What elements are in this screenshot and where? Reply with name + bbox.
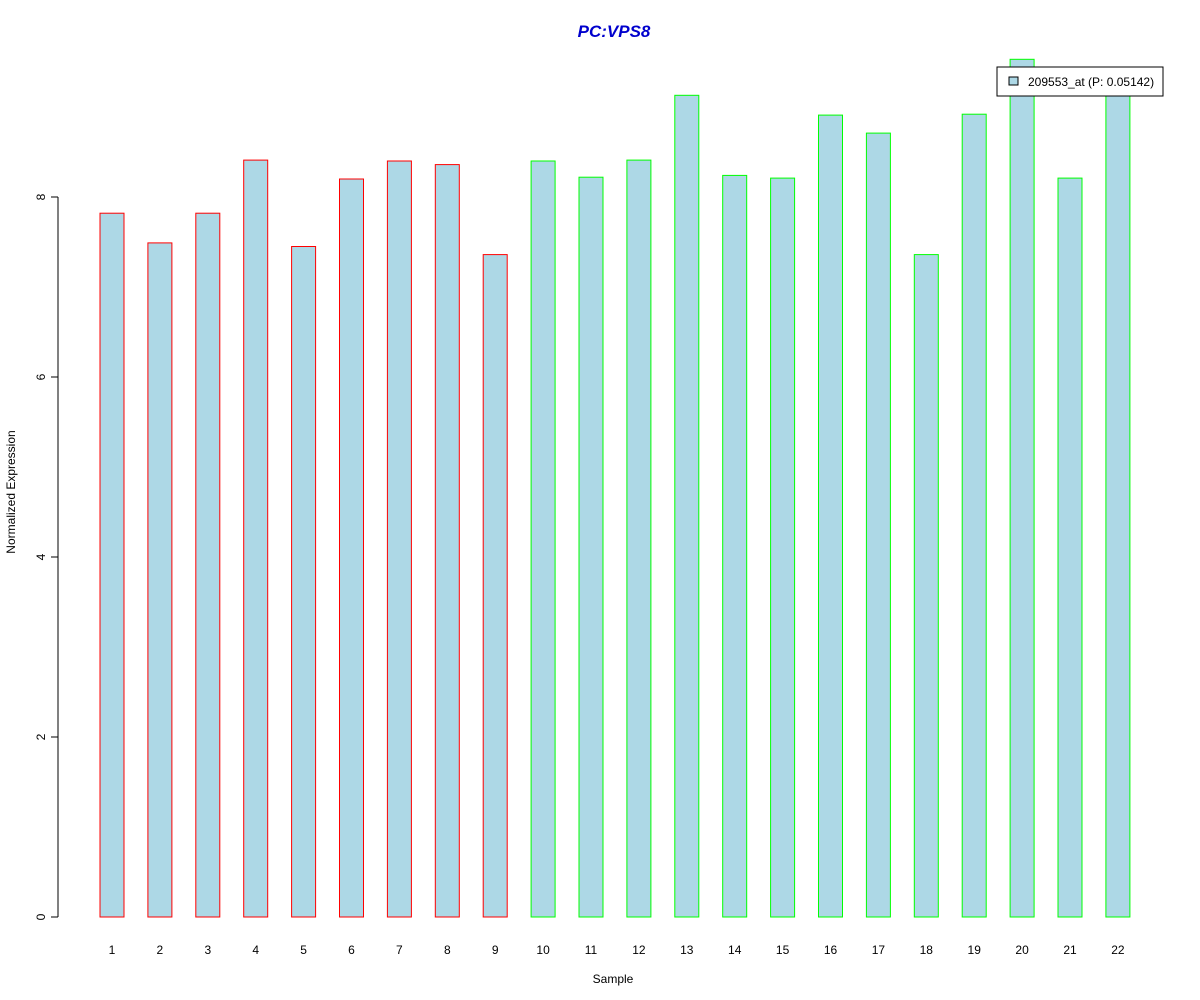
bar-sample-1 <box>99 212 125 918</box>
bar-sample-22 <box>1105 83 1131 918</box>
x-tick-label: 9 <box>492 943 499 957</box>
x-tick-label: 18 <box>920 943 934 957</box>
y-tick-label: 4 <box>34 553 48 560</box>
bar-sample-9 <box>482 254 508 918</box>
legend-box <box>996 66 1164 97</box>
x-tick-labels: 1 2 3 4 5 6 7 8 9 10 11 12 13 14 15 16 17 18 19 20 21 22 <box>109 943 1125 957</box>
y-axis: 0 2 4 6 8 <box>34 193 59 920</box>
bar-sample-6 <box>339 178 364 918</box>
bar-sample-8 <box>434 164 460 918</box>
x-tick-label: 13 <box>680 943 694 957</box>
bar-sample-14 <box>722 174 748 918</box>
y-ticks: 0 2 4 6 8 <box>34 193 58 920</box>
x-tick-label: 14 <box>728 943 742 957</box>
y-tick-label: 8 <box>34 193 48 200</box>
y-tick-label: 6 <box>34 373 48 380</box>
bar-sample-16 <box>818 114 843 918</box>
x-tick-label: 12 <box>632 943 646 957</box>
x-tick-label: 5 <box>300 943 307 957</box>
x-tick-label: 16 <box>824 943 838 957</box>
x-tick-label: 15 <box>776 943 790 957</box>
x-tick-label: 22 <box>1111 943 1125 957</box>
x-tick-label: 1 <box>109 943 116 957</box>
bar-sample-3 <box>195 212 221 918</box>
bar-sample-11 <box>578 176 604 918</box>
bar-sample-12 <box>626 159 652 918</box>
bar-sample-17 <box>865 132 891 918</box>
legend: 209553_at (P: 0.05142) <box>996 66 1164 97</box>
x-tick-label: 4 <box>252 943 259 957</box>
bar-sample-7 <box>386 160 412 918</box>
bar-sample-19 <box>961 113 987 918</box>
x-axis-title: Sample <box>593 972 634 986</box>
x-tick-label: 3 <box>204 943 211 957</box>
bar-sample-21 <box>1057 177 1083 918</box>
x-tick-label: 6 <box>348 943 355 957</box>
x-tick-label: 19 <box>968 943 982 957</box>
x-tick-label: 2 <box>157 943 164 957</box>
x-tick-label: 20 <box>1015 943 1029 957</box>
bar-sample-5 <box>291 246 317 918</box>
legend-label: 209553_at (P: 0.05142) <box>1028 75 1154 89</box>
chart-title: PC:VPS8 <box>578 22 651 41</box>
x-tick-label: 7 <box>396 943 403 957</box>
x-tick-label: 10 <box>536 943 550 957</box>
x-tick-label: 17 <box>872 943 886 957</box>
y-axis-title: Normalized Expression <box>4 430 18 553</box>
bar-sample-20 <box>1009 58 1035 918</box>
x-tick-label: 8 <box>444 943 451 957</box>
bar-sample-18 <box>913 254 939 918</box>
bar-sample-4 <box>243 159 269 918</box>
legend-swatch <box>1008 76 1019 86</box>
x-tick-label: 11 <box>585 943 598 957</box>
bars <box>99 58 1131 918</box>
bar-sample-2 <box>147 242 173 918</box>
y-tick-label: 0 <box>34 913 48 920</box>
bar-sample-10 <box>530 160 556 918</box>
x-tick-label: 21 <box>1063 943 1077 957</box>
y-tick-label: 2 <box>34 733 48 740</box>
bar-sample-15 <box>770 177 796 918</box>
bar-sample-13 <box>674 94 700 918</box>
